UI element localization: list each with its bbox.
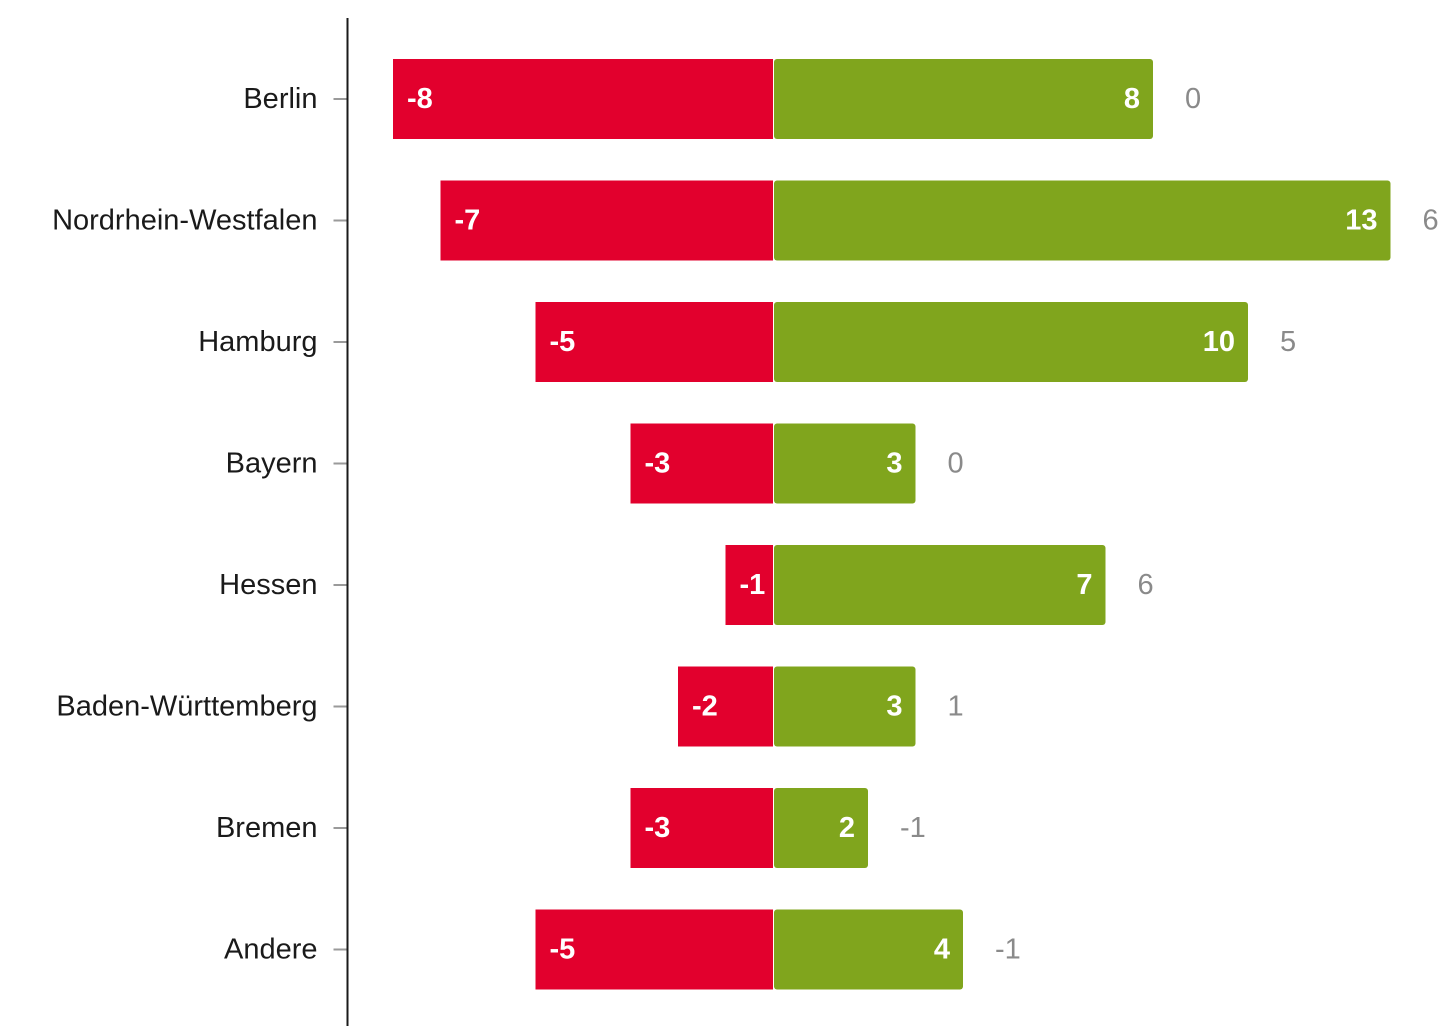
bar-negative-nordrhein-westfalen bbox=[440, 180, 773, 261]
category-label-hessen: Hessen bbox=[219, 569, 317, 601]
bar-positive-bayern bbox=[774, 423, 916, 504]
bars bbox=[393, 59, 1391, 990]
bar-negative-bayern bbox=[630, 423, 773, 504]
bar-positive-label-hessen: 7 bbox=[1076, 569, 1092, 601]
category-label-hamburg: Hamburg bbox=[198, 326, 317, 358]
bar-positive-label-hamburg: 10 bbox=[1203, 326, 1235, 358]
bar-negative-berlin bbox=[393, 59, 773, 139]
net-value-nordrhein-westfalen: 6 bbox=[1423, 205, 1439, 237]
bar-positive-hessen bbox=[774, 545, 1106, 625]
bar-positive-nordrhein-westfalen bbox=[774, 180, 1391, 261]
bar-negative-bremen bbox=[630, 788, 773, 868]
bar-positive-label-berlin: 8 bbox=[1124, 83, 1140, 115]
net-value-bayern: 0 bbox=[948, 448, 964, 480]
bar-positive-andere bbox=[774, 909, 963, 990]
bar-negative-label-bremen: -3 bbox=[645, 812, 671, 844]
net-value-baden-württemberg: 1 bbox=[948, 691, 964, 723]
bar-negative-label-hessen: -1 bbox=[740, 569, 766, 601]
y-axis-ticks bbox=[333, 98, 347, 951]
bar-positive-label-bayern: 3 bbox=[886, 448, 902, 480]
bar-negative-label-berlin: -8 bbox=[407, 83, 433, 115]
bar-negative-baden-württemberg bbox=[678, 666, 773, 747]
bar-positive-bremen bbox=[774, 788, 868, 868]
bar-positive-label-baden-württemberg: 3 bbox=[886, 691, 902, 723]
bar-positive-hamburg bbox=[774, 302, 1248, 382]
bar-negative-hessen bbox=[725, 545, 773, 625]
bar-positive-label-andere: 4 bbox=[934, 934, 950, 966]
category-label-andere: Andere bbox=[224, 934, 318, 966]
bar-negative-label-andere: -5 bbox=[550, 934, 576, 966]
bar-positive-berlin bbox=[774, 59, 1153, 139]
category-label-bremen: Bremen bbox=[216, 812, 318, 844]
net-value-bremen: -1 bbox=[900, 812, 926, 844]
category-label-baden-württemberg: Baden-Württemberg bbox=[56, 691, 317, 723]
category-label-nordrhein-westfalen: Nordrhein-Westfalen bbox=[52, 205, 317, 237]
net-value-berlin: 0 bbox=[1185, 83, 1201, 115]
bar-negative-label-bayern: -3 bbox=[645, 448, 671, 480]
net-value-hessen: 6 bbox=[1138, 569, 1154, 601]
bar-negative-label-nordrhein-westfalen: -7 bbox=[455, 205, 481, 237]
bar-positive-label-nordrhein-westfalen: 13 bbox=[1345, 205, 1377, 237]
bar-negative-andere bbox=[535, 909, 773, 990]
net-value-andere: -1 bbox=[995, 934, 1021, 966]
category-label-berlin: Berlin bbox=[243, 83, 317, 115]
bar-negative-hamburg bbox=[535, 302, 773, 382]
bar-positive-label-bremen: 2 bbox=[839, 812, 855, 844]
bar-negative-label-baden-württemberg: -2 bbox=[692, 691, 718, 723]
bar-positive-baden-württemberg bbox=[774, 666, 916, 747]
net-value-hamburg: 5 bbox=[1280, 326, 1296, 358]
bar-negative-label-hamburg: -5 bbox=[550, 326, 576, 358]
category-label-bayern: Bayern bbox=[226, 448, 318, 480]
